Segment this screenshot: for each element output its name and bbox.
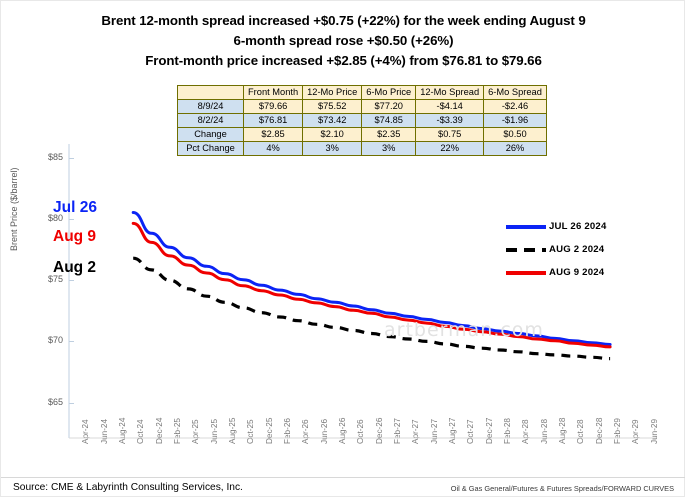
- legend-item[interactable]: AUG 2 2024: [506, 238, 607, 261]
- table-cell: $73.42: [302, 113, 363, 128]
- x-axis-tick-label: Feb-29: [613, 418, 623, 444]
- footer-category: Oil & Gas General/Futures & Futures Spre…: [450, 484, 674, 493]
- table-cell: 26%: [483, 141, 547, 156]
- table-cell: $77.20: [361, 99, 417, 114]
- x-axis-tick-label: Dec-26: [374, 417, 384, 444]
- annotation-jul26: Jul 26: [53, 199, 97, 216]
- table-column-header: 6-Mo Price: [361, 85, 417, 100]
- legend-label: JUL 26 2024: [549, 221, 607, 232]
- table-cell: $2.35: [361, 127, 417, 142]
- y-axis-tick-label: $85: [47, 152, 63, 163]
- table-cell: -$3.39: [415, 113, 485, 128]
- x-axis-tick-label: Feb-25: [172, 418, 182, 444]
- x-axis-tick-label: Apr-24: [81, 419, 91, 444]
- chart-legend: JUL 26 2024 AUG 2 2024 AUG 9 2024: [506, 215, 607, 284]
- table-cell: $79.66: [242, 99, 304, 114]
- watermark: artberman.com: [384, 319, 544, 341]
- summary-table: Front Month 12-Mo Price 6-Mo Price 12-Mo Sp…: [177, 85, 547, 156]
- x-axis-tick-label: Dec-24: [154, 417, 164, 444]
- x-axis-tick-label: Oct-25: [246, 419, 256, 444]
- table-row-header: 8/9/24: [177, 99, 244, 114]
- table-cell: -$1.96: [483, 113, 547, 128]
- table-cell: $0.50: [483, 127, 547, 142]
- x-axis-tick-label: Feb-26: [282, 418, 292, 444]
- x-axis-tick-label: Dec-25: [264, 417, 274, 444]
- table-row: 8/9/24 $79.66 $75.52 $77.20 -$4.14 -$2.46: [177, 99, 547, 114]
- footer-source: Source: CME & Labyrinth Consulting Servi…: [13, 482, 243, 493]
- x-axis-tick-label: Jun-27: [429, 418, 439, 444]
- x-axis-tick-label: Aug-27: [448, 417, 458, 444]
- y-axis-title: Brent Price ($/barrel): [9, 167, 19, 251]
- x-axis-tick-label: Dec-28: [594, 417, 604, 444]
- x-axis-tick-label: Dec-27: [484, 417, 494, 444]
- x-axis-tick-label: Apr-28: [521, 419, 531, 444]
- table-corner-cell: [177, 85, 244, 100]
- table-cell: $76.81: [242, 113, 304, 128]
- table-cell: 3%: [361, 141, 417, 156]
- table-cell: $2.10: [302, 127, 363, 142]
- x-axis-tick-label: Jun-29: [649, 418, 659, 444]
- table-row: Pct Change 4% 3% 3% 22% 26%: [177, 141, 547, 156]
- y-axis-tick-mark: [69, 402, 74, 404]
- title-line-3: Front-month price increased +$2.85 (+4%)…: [145, 53, 542, 68]
- table-row-header: Change: [177, 127, 244, 142]
- summary-table-wrap: Front Month 12-Mo Price 6-Mo Price 12-Mo Sp…: [177, 85, 547, 156]
- annotation-aug9: Aug 9: [53, 228, 97, 245]
- chart-title: Brent 12-month spread increased +$0.75 (…: [1, 11, 685, 71]
- table-row: Change $2.85 $2.10 $2.35 $0.75 $0.50: [177, 127, 547, 142]
- y-axis-tick-mark: [69, 280, 74, 282]
- summary-table-body: 8/9/24 $79.66 $75.52 $77.20 -$4.14 -$2.46 8/2/…: [177, 99, 547, 156]
- table-row: 8/2/24 $76.81 $73.42 $74.85 -$3.39 -$1.96: [177, 113, 547, 128]
- x-axis-tick-label: Jun-28: [539, 418, 549, 444]
- title-line-2: 6-month spread rose +$0.50 (+26%): [233, 33, 454, 48]
- x-axis-tick-label: Jun-26: [319, 418, 329, 444]
- x-axis-tick-label: Oct-24: [136, 419, 146, 444]
- title-line-1: Brent 12-month spread increased +$0.75 (…: [101, 13, 586, 28]
- x-axis-tick-label: Jun-24: [99, 418, 109, 444]
- table-cell: $74.85: [361, 113, 417, 128]
- footer-divider: [1, 477, 685, 478]
- x-axis-tick-label: Aug-24: [117, 417, 127, 444]
- x-axis-tick-label: Oct-28: [576, 419, 586, 444]
- x-axis-tick-label: Apr-25: [191, 419, 201, 444]
- x-axis-tick-label: Oct-26: [356, 419, 366, 444]
- table-row-header: Pct Change: [177, 141, 244, 156]
- x-axis-tick-label: Feb-28: [503, 418, 513, 444]
- y-axis-tick-mark: [69, 158, 74, 160]
- y-axis-tick-label: $65: [47, 396, 63, 407]
- table-cell: 4%: [242, 141, 304, 156]
- y-axis-tick-mark: [69, 341, 74, 343]
- table-cell: $2.85: [242, 127, 304, 142]
- legend-item[interactable]: AUG 9 2024: [506, 261, 607, 284]
- y-axis-tick-label: $70: [47, 335, 63, 346]
- x-axis-tick-label: Jun-25: [209, 418, 219, 444]
- table-cell: 22%: [415, 141, 485, 156]
- legend-item[interactable]: JUL 26 2024: [506, 215, 607, 238]
- annotation-aug2: Aug 2: [53, 259, 97, 276]
- table-cell: -$4.14: [415, 99, 485, 114]
- x-axis-tick-label: Aug-26: [337, 417, 347, 444]
- x-axis-tick-label: Apr-26: [301, 419, 311, 444]
- x-axis-tick-label: Apr-29: [631, 419, 641, 444]
- x-axis-tick-label: Apr-27: [411, 419, 421, 444]
- table-column-header: 12-Mo Price: [302, 85, 363, 100]
- y-axis-tick-mark: [69, 219, 74, 221]
- legend-label: AUG 2 2024: [549, 244, 605, 255]
- table-cell: -$2.46: [483, 99, 547, 114]
- summary-table-head: Front Month 12-Mo Price 6-Mo Price 12-Mo Sp…: [177, 85, 547, 100]
- x-axis-tick-label: Aug-25: [227, 417, 237, 444]
- legend-label: AUG 9 2024: [549, 267, 605, 278]
- table-row-header: 8/2/24: [177, 113, 244, 128]
- summary-table-header-row: Front Month 12-Mo Price 6-Mo Price 12-Mo Sp…: [177, 85, 547, 100]
- table-column-header: Front Month: [242, 85, 304, 100]
- x-axis-tick-label: Aug-28: [558, 417, 568, 444]
- table-column-header: 6-Mo Spread: [483, 85, 547, 100]
- table-cell: $75.52: [302, 99, 363, 114]
- x-axis-tick-label: Feb-27: [393, 418, 403, 444]
- table-cell: $0.75: [415, 127, 485, 142]
- table-column-header: 12-Mo Spread: [415, 85, 485, 100]
- table-cell: 3%: [302, 141, 363, 156]
- x-axis-tick-label: Oct-27: [466, 419, 476, 444]
